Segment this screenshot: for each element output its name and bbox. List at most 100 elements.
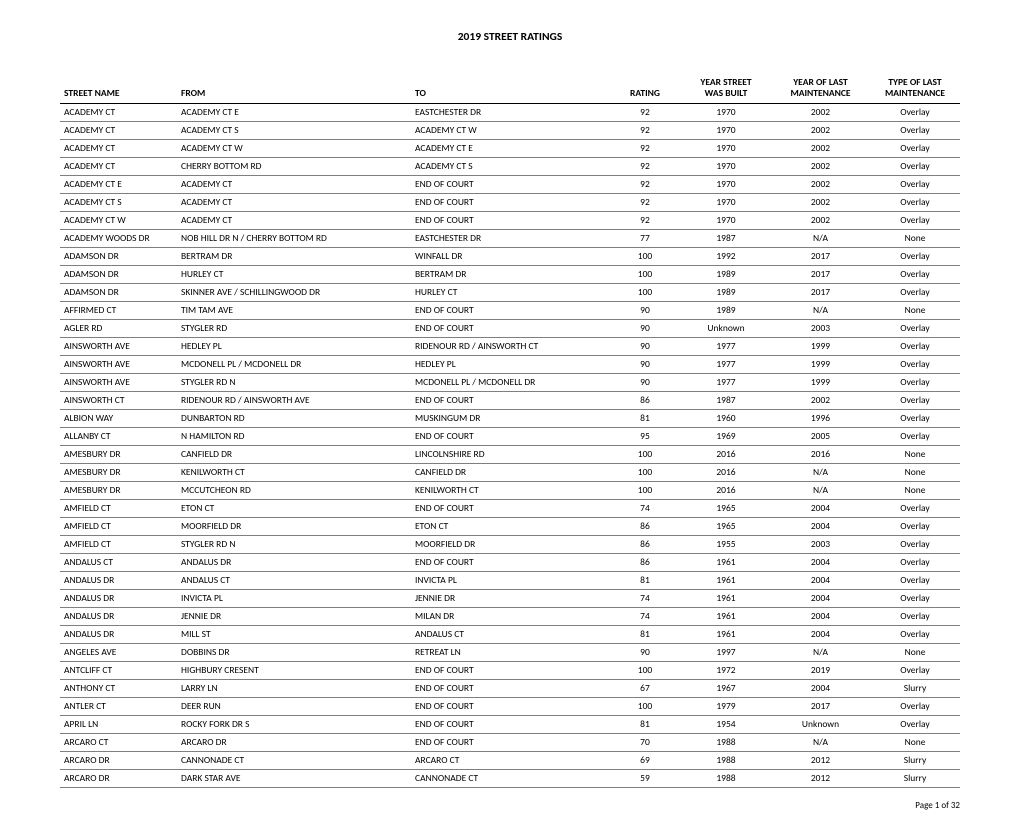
table-row: ALBION WAYDUNBARTON RDMUSKINGUM DR811960… xyxy=(60,409,960,427)
table-cell: CHERRY BOTTOM RD xyxy=(177,157,411,175)
table-cell: 1960 xyxy=(681,409,771,427)
table-cell: 1961 xyxy=(681,571,771,589)
table-cell: END OF COURT xyxy=(411,301,609,319)
table-cell: MOORFIELD DR xyxy=(177,517,411,535)
table-cell: 59 xyxy=(609,769,681,787)
table-cell: 86 xyxy=(609,391,681,409)
table-row: ANDALUS CTANDALUS DREND OF COURT86196120… xyxy=(60,553,960,571)
table-cell: ACADEMY CT W xyxy=(411,121,609,139)
table-cell: 69 xyxy=(609,751,681,769)
table-cell: Overlay xyxy=(870,175,960,193)
table-cell: 90 xyxy=(609,373,681,391)
table-cell: 2004 xyxy=(771,607,870,625)
table-cell: KENILWORTH CT xyxy=(411,481,609,499)
table-cell: Overlay xyxy=(870,661,960,679)
table-cell: 92 xyxy=(609,139,681,157)
page-title: 2019 STREET RATINGS xyxy=(60,30,960,44)
table-cell: Overlay xyxy=(870,373,960,391)
table-row: AMESBURY DRMCCUTCHEON RDKENILWORTH CT100… xyxy=(60,481,960,499)
table-cell: END OF COURT xyxy=(411,697,609,715)
table-cell: DOBBINS DR xyxy=(177,643,411,661)
table-cell: 90 xyxy=(609,319,681,337)
table-cell: 100 xyxy=(609,265,681,283)
table-cell: 74 xyxy=(609,589,681,607)
table-cell: Overlay xyxy=(870,589,960,607)
table-cell: END OF COURT xyxy=(411,193,609,211)
table-cell: 1967 xyxy=(681,679,771,697)
table-row: ARCARO DRCANNONADE CTARCARO CT6919882012… xyxy=(60,751,960,769)
table-row: AMFIELD CTSTYGLER RD NMOORFIELD DR861955… xyxy=(60,535,960,553)
table-cell: EASTCHESTER DR xyxy=(411,103,609,121)
table-cell: 2002 xyxy=(771,391,870,409)
table-cell: 2016 xyxy=(681,481,771,499)
table-cell: ANDALUS DR xyxy=(60,589,177,607)
table-row: AMFIELD CTMOORFIELD DRETON CT8619652004O… xyxy=(60,517,960,535)
table-cell: 67 xyxy=(609,679,681,697)
table-row: AINSWORTH AVESTYGLER RD NMCDONELL PL / M… xyxy=(60,373,960,391)
table-cell: END OF COURT xyxy=(411,661,609,679)
table-cell: Slurry xyxy=(870,769,960,787)
table-cell: ARCARO CT xyxy=(411,751,609,769)
table-cell: 1965 xyxy=(681,499,771,517)
table-cell: 100 xyxy=(609,247,681,265)
table-cell: ACADEMY CT E xyxy=(60,175,177,193)
table-cell: N/A xyxy=(771,643,870,661)
column-header: RATING xyxy=(609,74,681,103)
table-cell: Overlay xyxy=(870,697,960,715)
table-cell: ETON CT xyxy=(411,517,609,535)
table-cell: 1970 xyxy=(681,175,771,193)
table-cell: 86 xyxy=(609,553,681,571)
table-cell: AINSWORTH CT xyxy=(60,391,177,409)
table-cell: ACADEMY CT xyxy=(60,121,177,139)
column-header: TO xyxy=(411,74,609,103)
table-cell: JENNIE DR xyxy=(411,589,609,607)
table-cell: WINFALL DR xyxy=(411,247,609,265)
table-row: AMFIELD CTETON CTEND OF COURT7419652004O… xyxy=(60,499,960,517)
table-cell: Overlay xyxy=(870,103,960,121)
table-cell: 1970 xyxy=(681,103,771,121)
table-row: AINSWORTH AVEMCDONELL PL / MCDONELL DRHE… xyxy=(60,355,960,373)
table-cell: ACADEMY CT W xyxy=(177,139,411,157)
table-cell: 100 xyxy=(609,445,681,463)
table-cell: None xyxy=(870,481,960,499)
table-row: ARCARO CTARCARO DREND OF COURT701988N/AN… xyxy=(60,733,960,751)
table-cell: 100 xyxy=(609,283,681,301)
table-cell: HEDLEY PL xyxy=(177,337,411,355)
table-cell: ALLANBY CT xyxy=(60,427,177,445)
table-cell: ANTHONY CT xyxy=(60,679,177,697)
table-cell: TIM TAM AVE xyxy=(177,301,411,319)
table-cell: N/A xyxy=(771,229,870,247)
table-cell: ACADEMY CT E xyxy=(411,139,609,157)
table-cell: ACADEMY CT S xyxy=(411,157,609,175)
table-cell: Overlay xyxy=(870,715,960,733)
table-cell: 86 xyxy=(609,517,681,535)
table-cell: AGLER RD xyxy=(60,319,177,337)
table-cell: ACADEMY CT W xyxy=(60,211,177,229)
table-row: ANTLER CTDEER RUNEND OF COURT10019792017… xyxy=(60,697,960,715)
table-cell: None xyxy=(870,229,960,247)
table-cell: 1954 xyxy=(681,715,771,733)
table-cell: SKINNER AVE / SCHILLINGWOOD DR xyxy=(177,283,411,301)
table-cell: 77 xyxy=(609,229,681,247)
table-cell: DEER RUN xyxy=(177,697,411,715)
table-cell: 90 xyxy=(609,355,681,373)
table-cell: Overlay xyxy=(870,157,960,175)
table-cell: Slurry xyxy=(870,751,960,769)
table-cell: AMESBURY DR xyxy=(60,481,177,499)
table-cell: Overlay xyxy=(870,211,960,229)
table-row: ACADEMY CT WACADEMY CTEND OF COURT921970… xyxy=(60,211,960,229)
table-cell: 1961 xyxy=(681,625,771,643)
table-cell: ANDALUS DR xyxy=(60,607,177,625)
table-cell: 1987 xyxy=(681,391,771,409)
table-cell: ACADEMY CT xyxy=(177,193,411,211)
table-cell: None xyxy=(870,301,960,319)
table-row: AINSWORTH CTRIDENOUR RD / AINSWORTH AVEE… xyxy=(60,391,960,409)
table-cell: RIDENOUR RD / AINSWORTH AVE xyxy=(177,391,411,409)
table-cell: Overlay xyxy=(870,337,960,355)
table-cell: 1988 xyxy=(681,751,771,769)
table-cell: Overlay xyxy=(870,265,960,283)
table-cell: MCCUTCHEON RD xyxy=(177,481,411,499)
table-cell: MCDONELL PL / MCDONELL DR xyxy=(411,373,609,391)
table-cell: 1988 xyxy=(681,733,771,751)
table-cell: 92 xyxy=(609,157,681,175)
